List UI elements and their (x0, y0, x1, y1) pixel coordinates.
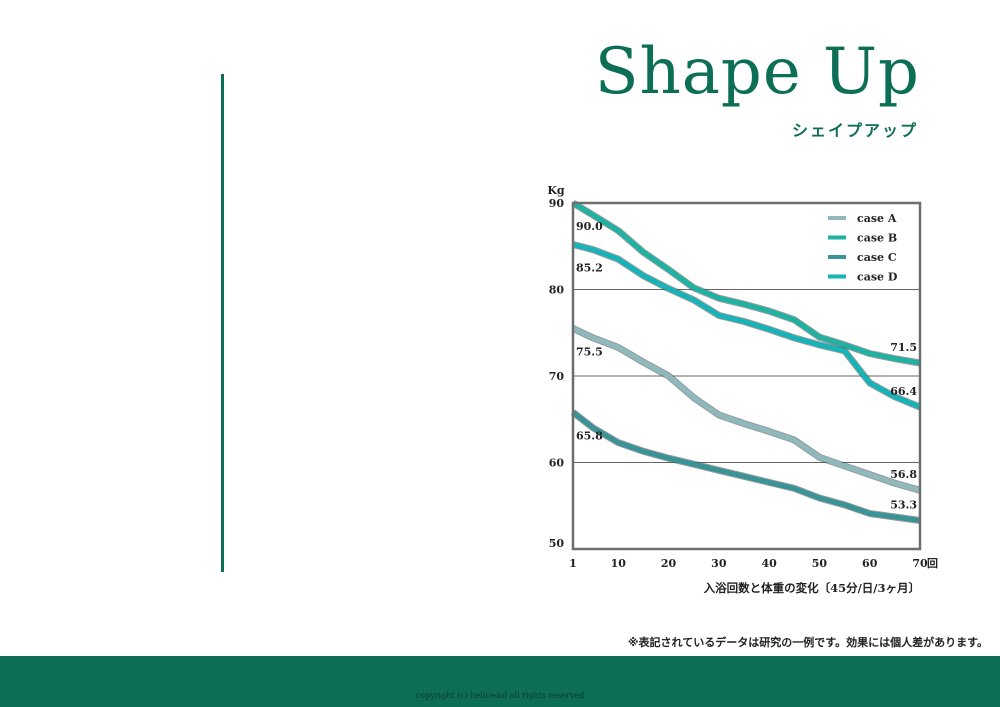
x-tick-label: 20 (661, 557, 677, 570)
x-tick-label: 30 (711, 557, 727, 570)
x-axis-unit: 回 (927, 556, 938, 570)
data-label-start: 85.2 (576, 262, 603, 275)
data-label-end: 71.5 (890, 341, 917, 354)
x-tick-label: 70 (912, 557, 928, 570)
legend-item: case C (857, 251, 897, 264)
x-tick-label: 1 (569, 557, 577, 570)
y-axis-label: Kg (547, 184, 565, 197)
page-subtitle: シェイプアップ (791, 121, 918, 140)
series-line-case-d (572, 242, 921, 410)
copyright-text: copyright (c) helicedol all rights reser… (415, 691, 585, 700)
footer-bar: copyright (c) helicedol all rights reser… (0, 656, 1000, 707)
series-line-case-c (571, 410, 921, 523)
data-label-end: 56.8 (890, 468, 917, 481)
series-line-case-a (571, 326, 921, 493)
data-label-start: 90.0 (576, 220, 603, 233)
data-label-end: 53.3 (890, 498, 917, 511)
legend-item: case A (857, 212, 897, 225)
disclaimer-note: ※表記されているデータは研究の一例です。効果には個人差があります。 (627, 636, 988, 649)
page-title: Shape Up (594, 35, 920, 109)
x-tick-label: 60 (862, 557, 878, 570)
plot-frame (571, 201, 922, 551)
x-tick-label: 50 (812, 557, 828, 570)
series-line-shadow (570, 409, 921, 524)
y-tick-label: 80 (549, 284, 565, 297)
x-tick-label: 10 (611, 557, 627, 570)
x-axis-label: 入浴回数と体重の変化〔45分/日/3ヶ月〕 (704, 581, 920, 595)
data-label-start: 65.8 (576, 429, 603, 442)
data-label-start: 75.5 (576, 345, 603, 358)
series-line-case-b (571, 200, 921, 366)
decorative-vertical-line (221, 74, 224, 572)
y-tick-label: 90 (549, 197, 565, 210)
y-tick-label: 70 (549, 370, 565, 383)
y-tick-label: 60 (549, 457, 565, 470)
data-label-end: 66.4 (890, 385, 917, 398)
x-tick-label: 40 (761, 557, 777, 570)
legend-item: case D (857, 271, 898, 284)
y-tick-label: 50 (549, 537, 565, 550)
legend-item: case B (857, 232, 897, 245)
